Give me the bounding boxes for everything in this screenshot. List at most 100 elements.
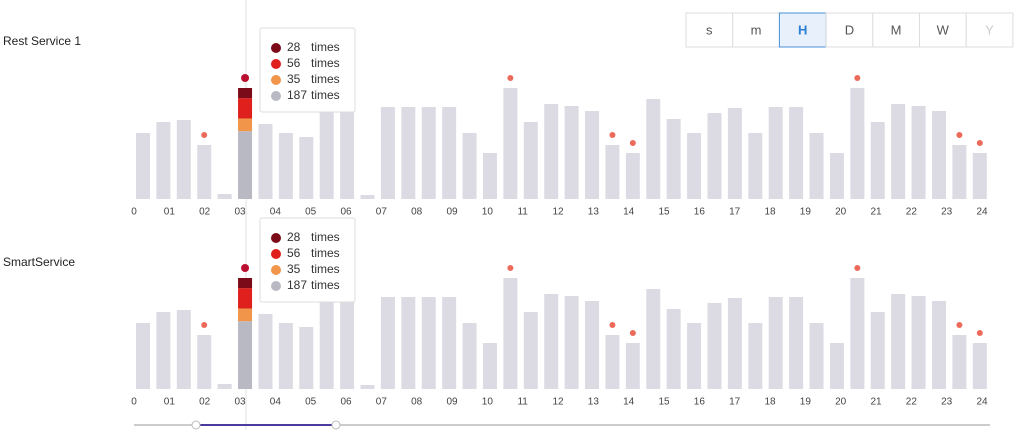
time-button[interactable]	[685, 12, 734, 48]
x-tick-label: 05	[305, 397, 317, 408]
time-button-label[interactable]: m	[751, 22, 762, 37]
alert-dot	[629, 330, 636, 336]
x-tick-label: 15	[658, 397, 670, 408]
bar	[911, 296, 926, 389]
alert-dot	[956, 322, 963, 328]
bar	[442, 107, 457, 199]
tooltip-value: 28	[287, 230, 301, 244]
tooltip-value: 28	[287, 40, 301, 54]
bar	[299, 137, 314, 199]
range-handle[interactable]	[191, 420, 201, 430]
tooltip-swatch	[271, 281, 281, 291]
bar	[870, 122, 885, 199]
bar	[462, 323, 477, 389]
bar	[952, 145, 967, 199]
tooltip-value: 56	[287, 56, 301, 70]
bar	[360, 385, 375, 389]
bar	[727, 108, 742, 199]
x-tick-label: 13	[588, 397, 600, 408]
x-tick-label: 06	[340, 207, 352, 218]
x-tick-label: 19	[800, 397, 812, 408]
x-tick-label: 20	[835, 207, 847, 218]
bar	[176, 310, 191, 389]
x-tick-label: 11	[517, 397, 528, 408]
x-tick-label: 07	[376, 397, 388, 408]
time-button-label[interactable]: M	[891, 22, 902, 37]
bar	[829, 153, 844, 199]
x-tick-label: 03	[234, 207, 246, 218]
time-button[interactable]	[778, 12, 827, 48]
bar	[380, 297, 395, 389]
bar	[829, 343, 844, 389]
tooltip-swatch	[271, 75, 281, 85]
bar	[646, 99, 661, 199]
bar	[687, 323, 702, 389]
bar	[564, 296, 579, 389]
time-button[interactable]	[732, 12, 780, 48]
bar	[972, 153, 987, 199]
bar	[891, 294, 906, 389]
bar	[748, 323, 763, 389]
x-tick-label: 05	[305, 207, 317, 218]
bar	[380, 107, 395, 199]
bar	[687, 133, 702, 199]
bar	[707, 303, 722, 389]
bar	[523, 122, 538, 199]
tooltip-unit: times	[311, 230, 340, 244]
bar	[258, 124, 273, 199]
bar	[768, 107, 783, 199]
time-button-label[interactable]: D	[845, 22, 854, 37]
bar-segment	[238, 88, 253, 99]
tooltip	[259, 217, 356, 303]
bar	[789, 107, 804, 199]
bar	[278, 323, 293, 389]
x-tick-label: 01	[164, 397, 176, 408]
alert-dot	[507, 265, 514, 271]
tooltip-unit: times	[311, 72, 340, 86]
alert-dot	[854, 265, 861, 271]
x-tick-label: 22	[906, 207, 918, 218]
alert-dot	[629, 140, 636, 146]
bar	[217, 384, 232, 389]
x-tick-label: 18	[764, 397, 776, 408]
range-handle[interactable]	[331, 420, 341, 430]
x-tick-label: 16	[694, 207, 706, 218]
bar-segment	[238, 98, 253, 119]
time-button[interactable]	[919, 12, 967, 48]
bar	[340, 298, 355, 389]
alert-dot	[854, 75, 861, 81]
tooltip-swatch	[271, 233, 281, 243]
x-tick-label: 14	[623, 397, 635, 408]
x-tick-label: 17	[729, 397, 741, 408]
bar-segment	[238, 131, 253, 199]
x-tick-label: 21	[870, 397, 882, 408]
alert-dot	[976, 330, 983, 336]
tooltip-value: 187	[287, 88, 307, 102]
tooltip-unit: times	[311, 246, 340, 260]
x-tick-label: 17	[729, 207, 741, 218]
bar	[503, 278, 518, 389]
time-button[interactable]	[825, 12, 874, 48]
alert-dot	[201, 322, 208, 328]
bar	[544, 104, 559, 199]
bar-segment	[238, 288, 253, 309]
bar	[136, 323, 150, 389]
bar	[727, 298, 742, 389]
alert-dot	[241, 264, 250, 272]
tooltip-value: 35	[287, 72, 301, 86]
alert-dot	[609, 322, 616, 328]
tooltip-swatch	[271, 91, 281, 101]
alert-dot	[976, 140, 983, 146]
tooltip-value: 35	[287, 262, 301, 276]
time-button-label[interactable]: H	[798, 22, 807, 37]
time-button-label[interactable]: s	[706, 22, 713, 37]
bar-segment	[238, 118, 253, 132]
bar	[462, 133, 477, 199]
x-tick-label: 10	[482, 207, 494, 218]
bar	[156, 312, 171, 389]
time-button[interactable]	[872, 12, 920, 48]
x-tick-label: 10	[482, 397, 494, 408]
time-button-label[interactable]: W	[937, 22, 950, 37]
bar	[809, 323, 824, 389]
